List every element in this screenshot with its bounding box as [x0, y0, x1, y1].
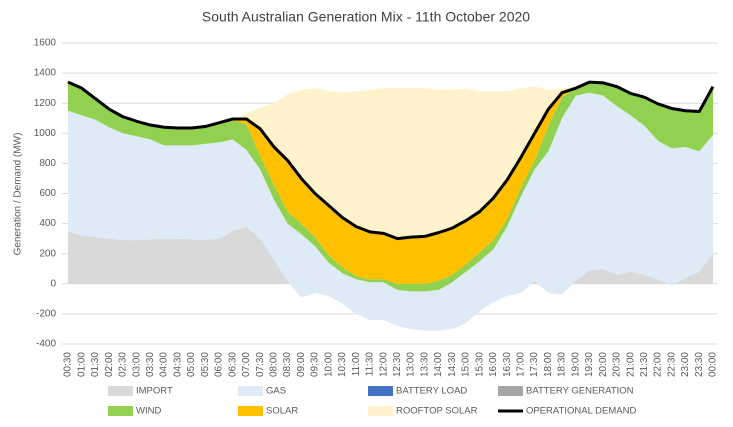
x-tick-label: 20:00	[598, 352, 609, 377]
x-tick-label: 12:30	[392, 352, 403, 377]
y-tick-label: 1400	[34, 68, 57, 79]
x-tick-label: 15:30	[474, 352, 485, 377]
x-tick-label: 06:30	[227, 352, 238, 377]
x-tick-label: 17:00	[516, 352, 527, 377]
x-tick-label: 22:30	[666, 352, 677, 377]
x-tick-label: 19:30	[584, 352, 595, 377]
legend-swatch	[368, 386, 393, 396]
legend-swatch	[108, 386, 133, 396]
legend-swatch	[498, 386, 523, 396]
x-tick-label: 09:00	[296, 352, 307, 377]
x-tick-label: 14:30	[447, 352, 458, 377]
x-tick-label: 23:00	[680, 352, 691, 377]
x-tick-label: 03:00	[131, 352, 142, 377]
x-tick-label: 04:30	[172, 352, 183, 377]
x-tick-label: 12:00	[378, 352, 389, 377]
area-0	[68, 226, 713, 331]
demand-line	[67, 80, 715, 241]
x-tick-label: 01:00	[76, 352, 87, 377]
legend-label: IMPORT	[136, 386, 173, 397]
legend-label: BATTERY GENERATION	[526, 386, 634, 397]
y-tick-label: 800	[39, 158, 56, 169]
y-tick-label: 1600	[34, 38, 57, 49]
area-6	[68, 82, 713, 239]
x-tick-label: 08:00	[268, 352, 279, 377]
y-tick-label: 400	[39, 218, 56, 229]
x-tick-label: 17:30	[529, 352, 540, 377]
x-tick-label: 10:30	[337, 352, 348, 377]
area-1	[68, 92, 713, 331]
x-tick-label: 23:30	[694, 352, 705, 377]
x-tick-label: 20:30	[612, 352, 623, 377]
chart-title: South Australian Generation Mix - 11th O…	[202, 9, 530, 25]
y-tick-label: -200	[36, 309, 56, 320]
x-tick-label: 22:00	[653, 352, 664, 377]
x-tick-label: 04:00	[159, 352, 170, 377]
legend-swatch	[368, 406, 393, 416]
y-tick-label: 1200	[34, 98, 57, 109]
x-tick-label: 15:00	[461, 352, 472, 377]
x-tick-label: 02:00	[104, 352, 115, 377]
legend-swatch	[238, 406, 263, 416]
legend-label: BATTERY LOAD	[396, 386, 467, 397]
area-4	[68, 82, 713, 292]
legend-swatch	[108, 406, 133, 416]
x-tick-label: 19:00	[570, 352, 581, 377]
x-tick-label: 06:00	[214, 352, 225, 377]
legend-label: WIND	[136, 406, 161, 417]
x-tick-label: 05:30	[200, 352, 211, 377]
y-tick-label: 1000	[34, 128, 57, 139]
legend-label: ROOFTOP SOLAR	[396, 406, 478, 417]
legend-label: OPERATIONAL DEMAND	[526, 406, 636, 417]
y-tick-label: -400	[36, 339, 56, 350]
x-tick-label: 02:30	[118, 352, 129, 377]
x-tick-label: 07:00	[241, 352, 252, 377]
legend-label: SOLAR	[266, 406, 298, 417]
y-axis-label: Generation / Demand (MW)	[13, 133, 24, 256]
x-tick-label: 01:30	[90, 352, 101, 377]
x-tick-label: 00:30	[63, 352, 74, 377]
x-tick-label: 07:30	[255, 352, 266, 377]
legend-swatch	[238, 386, 263, 396]
x-tick-label: 13:00	[406, 352, 417, 377]
y-tick-label: 200	[39, 248, 56, 259]
x-tick-label: 10:00	[323, 352, 334, 377]
y-tick-label: 0	[50, 278, 56, 289]
x-tick-label: 14:00	[433, 352, 444, 377]
x-tick-label: 21:30	[639, 352, 650, 377]
x-tick-label: 18:30	[557, 352, 568, 377]
x-tick-label: 03:30	[145, 352, 156, 377]
x-tick-label: 13:30	[419, 352, 430, 377]
x-tick-label: 05:00	[186, 352, 197, 377]
y-tick-label: 600	[39, 188, 56, 199]
x-tick-label: 18:00	[543, 352, 554, 377]
x-tick-label: 11:30	[365, 352, 376, 377]
x-tick-label: 16:30	[502, 352, 513, 377]
x-tick-label: 08:30	[282, 352, 293, 377]
area-5	[68, 82, 713, 284]
x-tick-label: 09:30	[310, 352, 321, 377]
x-tick-label: 11:00	[351, 352, 362, 377]
x-tick-label: 16:00	[488, 352, 499, 377]
x-tick-label: 00:00	[708, 352, 719, 377]
legend-label: GAS	[266, 386, 286, 397]
x-tick-label: 21:00	[625, 352, 636, 377]
